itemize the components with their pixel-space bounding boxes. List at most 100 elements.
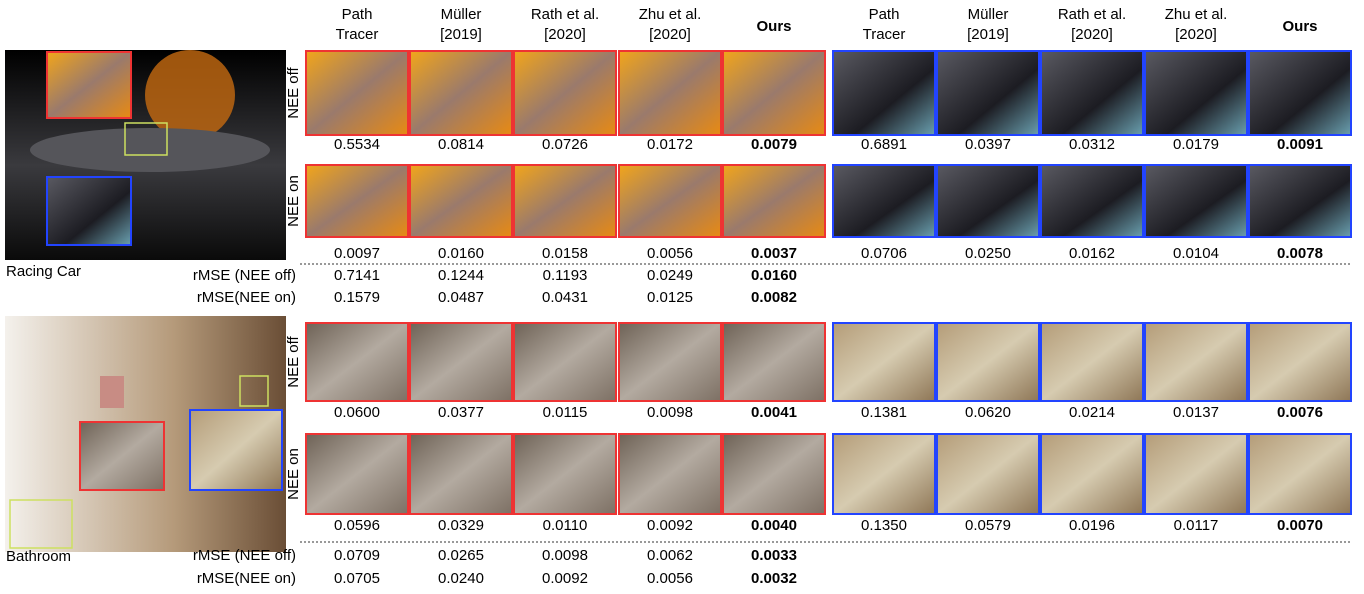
crop-image	[1249, 434, 1351, 514]
crop-image	[937, 434, 1039, 514]
crop-image	[833, 323, 935, 401]
crop-image	[306, 434, 408, 514]
crop-image	[1041, 434, 1143, 514]
column-header: Ours	[1282, 18, 1317, 35]
rmse-label: rMSE (NEE off)	[193, 547, 296, 564]
row-label: NEE on	[285, 175, 302, 227]
error-value: 0.0091	[1277, 136, 1323, 153]
error-value: 0.0110	[543, 517, 588, 534]
error-value: 0.0377	[438, 404, 484, 421]
error-value: 0.0158	[542, 245, 588, 262]
crop-image	[306, 165, 408, 237]
rmse-value: 0.0240	[438, 570, 484, 587]
error-value: 0.0056	[647, 245, 693, 262]
rmse-value: 0.1579	[334, 289, 380, 306]
rmse-value: 0.0098	[542, 547, 588, 564]
error-value: 0.0092	[647, 517, 693, 534]
crop-image	[937, 51, 1039, 135]
scene-name: Racing Car	[6, 263, 81, 280]
column-header: [2020]	[1071, 26, 1113, 43]
rmse-value: 0.0033	[751, 547, 797, 564]
error-value: 0.0726	[542, 136, 588, 153]
crop-image	[1145, 165, 1247, 237]
rmse-value: 0.1244	[438, 267, 484, 284]
crop-image	[1145, 323, 1247, 401]
rmse-value: 0.0092	[542, 570, 588, 587]
rmse-value: 0.0125	[647, 289, 693, 306]
crop-image	[514, 51, 616, 135]
column-header: [2019]	[440, 26, 482, 43]
crop-image	[937, 323, 1039, 401]
column-header: Rath et al.	[531, 6, 599, 23]
crop-image	[619, 165, 721, 237]
error-value: 0.0214	[1069, 404, 1115, 421]
error-value: 0.0196	[1069, 517, 1115, 534]
crop-image	[1041, 323, 1143, 401]
crop-image	[937, 165, 1039, 237]
row-label: NEE off	[285, 66, 302, 118]
column-header: [2020]	[544, 26, 586, 43]
crop-image	[410, 434, 512, 514]
rmse-value: 0.0249	[647, 267, 693, 284]
error-value: 0.0596	[334, 517, 380, 534]
rmse-value: 0.0431	[542, 289, 588, 306]
error-value: 0.0041	[751, 404, 797, 421]
crop-image	[619, 51, 721, 135]
error-value: 0.0079	[751, 136, 797, 153]
crop-image	[306, 51, 408, 135]
column-header: [2020]	[1175, 26, 1217, 43]
crop-image	[723, 165, 825, 237]
error-value: 0.0037	[751, 245, 797, 262]
crop-image	[833, 165, 935, 237]
error-value: 0.0076	[1277, 404, 1323, 421]
crop-image	[723, 434, 825, 514]
error-value: 0.0250	[965, 245, 1011, 262]
scene-name: Bathroom	[6, 548, 71, 565]
column-header: Path	[342, 6, 373, 23]
rmse-value: 0.1193	[543, 267, 588, 284]
crop-image	[619, 323, 721, 401]
crop-image	[833, 51, 935, 135]
crop-image	[514, 165, 616, 237]
rmse-label: rMSE(NEE on)	[197, 570, 296, 587]
error-value: 0.0179	[1173, 136, 1219, 153]
column-header: Tracer	[863, 26, 906, 43]
column-header: Müller	[968, 6, 1009, 23]
rmse-value: 0.0705	[334, 570, 380, 587]
figure: PathTracerMüller[2019]Rath et al.[2020]Z…	[0, 0, 1364, 594]
crop-image	[306, 323, 408, 401]
error-value: 0.0104	[1173, 245, 1219, 262]
error-value: 0.0312	[1069, 136, 1115, 153]
crop-image	[1145, 434, 1247, 514]
error-value: 0.1350	[861, 517, 907, 534]
rmse-value: 0.0062	[647, 547, 693, 564]
error-value: 0.0070	[1277, 517, 1323, 534]
crop-image	[1249, 51, 1351, 135]
rmse-value: 0.0160	[751, 267, 797, 284]
error-value: 0.0620	[965, 404, 1011, 421]
crop-image	[1249, 165, 1351, 237]
crop-image	[514, 323, 616, 401]
column-header: Path	[869, 6, 900, 23]
error-value: 0.0329	[438, 517, 484, 534]
error-value: 0.1381	[861, 404, 907, 421]
error-value: 0.0137	[1173, 404, 1219, 421]
crop-image	[514, 434, 616, 514]
error-value: 0.0397	[965, 136, 1011, 153]
rmse-value: 0.0032	[751, 570, 797, 587]
crop-image	[723, 51, 825, 135]
crop-image	[410, 51, 512, 135]
column-header: Tracer	[336, 26, 379, 43]
crop-image	[410, 165, 512, 237]
error-value: 0.0078	[1277, 245, 1323, 262]
racing-car-thumbnail	[5, 50, 286, 260]
rmse-value: 0.7141	[334, 267, 380, 284]
error-value: 0.0579	[965, 517, 1011, 534]
column-header: Müller	[441, 6, 482, 23]
crop-image	[723, 323, 825, 401]
rmse-label: rMSE(NEE on)	[197, 289, 296, 306]
column-header: Ours	[756, 18, 791, 35]
error-value: 0.0814	[438, 136, 484, 153]
rmse-value: 0.0265	[438, 547, 484, 564]
crop-image	[1041, 165, 1143, 237]
